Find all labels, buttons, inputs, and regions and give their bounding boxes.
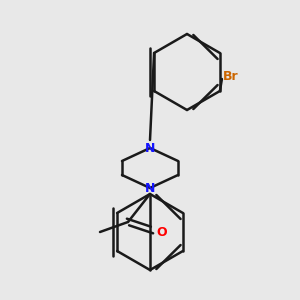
Text: O: O [156,226,166,238]
Text: N: N [145,182,155,194]
Text: N: N [145,142,155,154]
Text: Br: Br [223,70,239,83]
